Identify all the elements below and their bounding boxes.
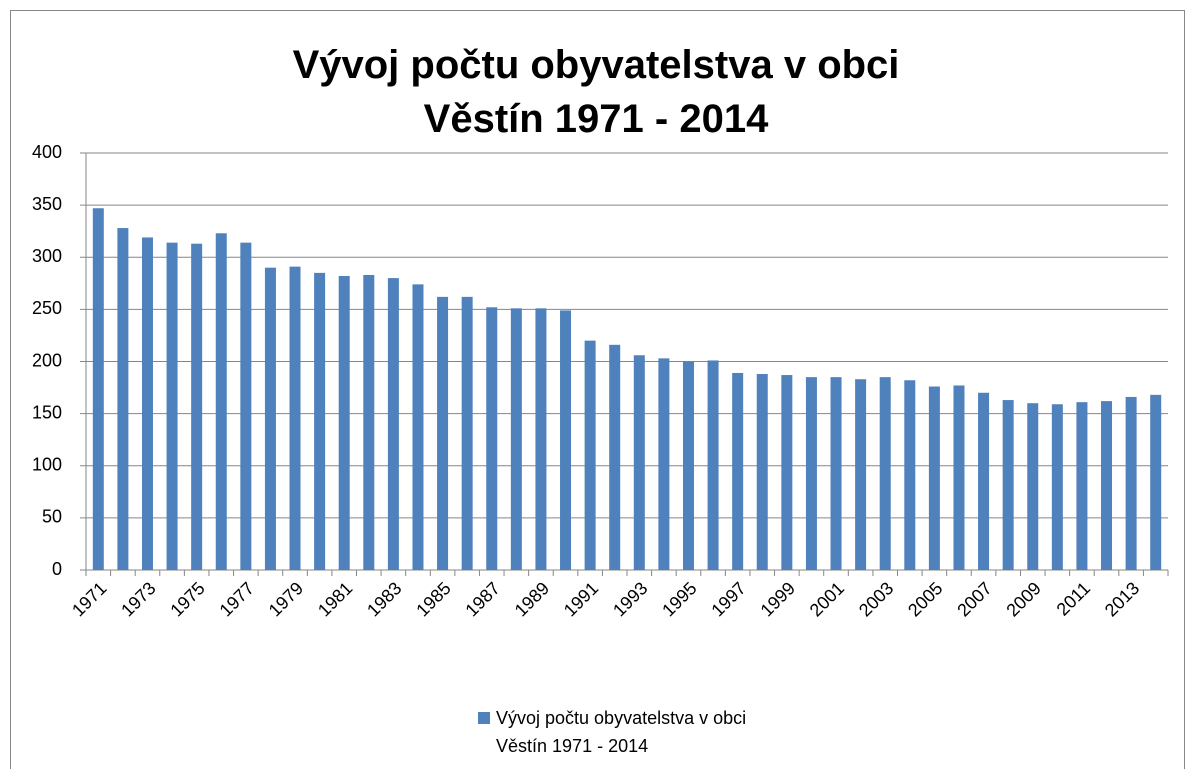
bar: [855, 379, 867, 570]
bar: [781, 375, 793, 570]
bar: [1125, 396, 1137, 570]
chart-title: Vývoj počtu obyvatelstva v obci Věstín 1…: [292, 43, 900, 141]
bar: [953, 385, 965, 570]
bar: [1002, 400, 1014, 570]
bar: [1076, 402, 1088, 570]
bar: [756, 374, 768, 570]
chart-frame: [10, 10, 1185, 769]
bar: [461, 296, 473, 570]
bar: [904, 380, 916, 570]
bar: [584, 340, 596, 570]
legend-label: Vývoj počtu obyvatelstva v obci Věstín 1…: [496, 708, 747, 756]
x-tick-label: 1995: [658, 578, 700, 620]
y-tick-label: 200: [32, 350, 62, 370]
y-tick-label: 150: [32, 402, 62, 422]
bar: [1150, 394, 1162, 570]
x-tick-label: 1979: [265, 578, 307, 620]
y-tick-label: 0: [52, 559, 62, 579]
bar: [92, 208, 104, 570]
bar: [141, 237, 153, 570]
bar: [1027, 403, 1039, 570]
x-tick-label: 1971: [68, 578, 110, 620]
bar: [1051, 404, 1063, 570]
x-tick-label: 1981: [314, 578, 356, 620]
bar: [609, 344, 621, 570]
x-tick-label: 1983: [363, 578, 405, 620]
bar: [682, 361, 694, 570]
bar: [658, 358, 670, 570]
x-tick-label: 1999: [757, 578, 799, 620]
bar: [166, 242, 178, 570]
bar: [117, 228, 129, 570]
bar: [633, 355, 645, 570]
x-tick-label: 2001: [806, 578, 848, 620]
bar: [1101, 401, 1113, 570]
bar: [412, 284, 424, 570]
bar: [928, 386, 940, 570]
x-tick-label: 1985: [412, 578, 454, 620]
bar: [805, 377, 817, 570]
bar: [486, 307, 498, 570]
y-tick-label: 100: [32, 455, 62, 475]
bar: [560, 310, 572, 570]
x-tick-label: 2003: [855, 578, 897, 620]
bar: [314, 272, 326, 570]
y-tick-label: 350: [32, 194, 62, 214]
x-tick-label: 2013: [1101, 578, 1143, 620]
bar: [338, 276, 350, 570]
x-tick-label: 2007: [953, 578, 995, 620]
x-tick-label: 1987: [461, 578, 503, 620]
bar: [215, 233, 227, 570]
bar: [879, 377, 891, 570]
x-tick-label: 2005: [904, 578, 946, 620]
bar: [191, 243, 203, 570]
x-tick-label: 1991: [560, 578, 602, 620]
bar: [535, 308, 547, 570]
bar: [978, 392, 990, 570]
bar: [387, 278, 399, 570]
bar: [510, 308, 522, 570]
bar: [830, 377, 842, 570]
x-tick-label: 1989: [511, 578, 553, 620]
y-tick-label: 400: [32, 142, 62, 162]
x-tick-label: 1977: [216, 578, 258, 620]
bar: [732, 372, 744, 570]
x-tick-label: 2009: [1002, 578, 1044, 620]
y-tick-label: 300: [32, 246, 62, 266]
bar: [363, 274, 375, 570]
y-tick-label: 250: [32, 298, 62, 318]
bar: [240, 242, 252, 570]
bar: [289, 266, 301, 570]
x-tick-label: 1993: [609, 578, 651, 620]
legend-key: [478, 712, 490, 724]
bar: [264, 267, 276, 570]
x-tick-label: 2011: [1053, 578, 1095, 620]
y-tick-label: 50: [42, 507, 62, 527]
x-tick-label: 1975: [166, 578, 208, 620]
x-tick-label: 1997: [707, 578, 749, 620]
x-tick-label: 1973: [117, 578, 159, 620]
bar: [707, 360, 719, 570]
bar: [437, 296, 449, 570]
